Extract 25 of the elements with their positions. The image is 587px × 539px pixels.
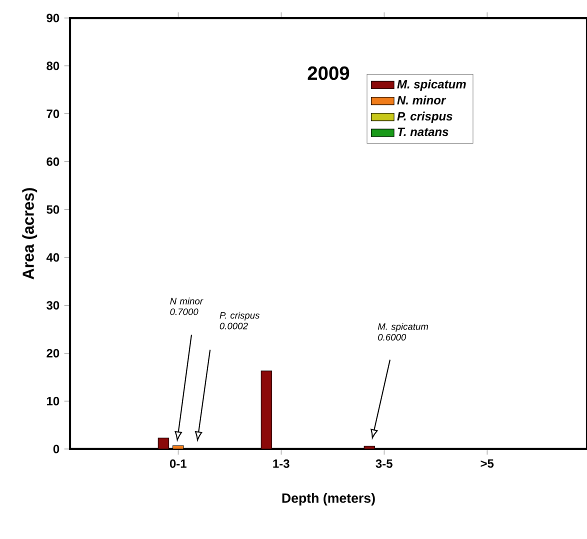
text: 2009	[308, 66, 350, 80]
y-tick-label: 50	[46, 205, 60, 214]
y-tick-label: 10	[47, 396, 60, 406]
x-tick-label: 0-1	[170, 459, 186, 468]
y-tick-label: 70	[46, 110, 60, 118]
annotation: N minor 0.7000	[170, 298, 204, 316]
y-tick-label: 60	[46, 157, 60, 166]
annotation: M. spicatum 0.6000	[378, 323, 428, 341]
y-tick-label: 90	[46, 14, 60, 22]
x-tick-label: 1-3	[273, 459, 290, 468]
y-tick-label: 0	[53, 444, 60, 454]
legend-label: T. natans	[398, 128, 448, 136]
annotation: P. crispus 0.0002	[220, 312, 260, 330]
legend-label: N. minor	[397, 96, 446, 104]
x-tick-label: >5	[480, 459, 494, 468]
legend-label: P. crispus	[397, 112, 452, 123]
y-tick-label: 80	[46, 62, 60, 70]
x-axis-title: Depth (meters)	[282, 493, 375, 506]
y-tick-label: 30	[46, 301, 60, 310]
x-tick-label: 3-5	[376, 459, 392, 468]
y-axis-title: Area (acres)	[22, 188, 38, 280]
y-tick-label: 20	[46, 348, 60, 358]
legend-label: M. spicatum	[397, 80, 466, 91]
y-tick-label: 40	[46, 253, 60, 262]
bar	[260, 370, 272, 449]
